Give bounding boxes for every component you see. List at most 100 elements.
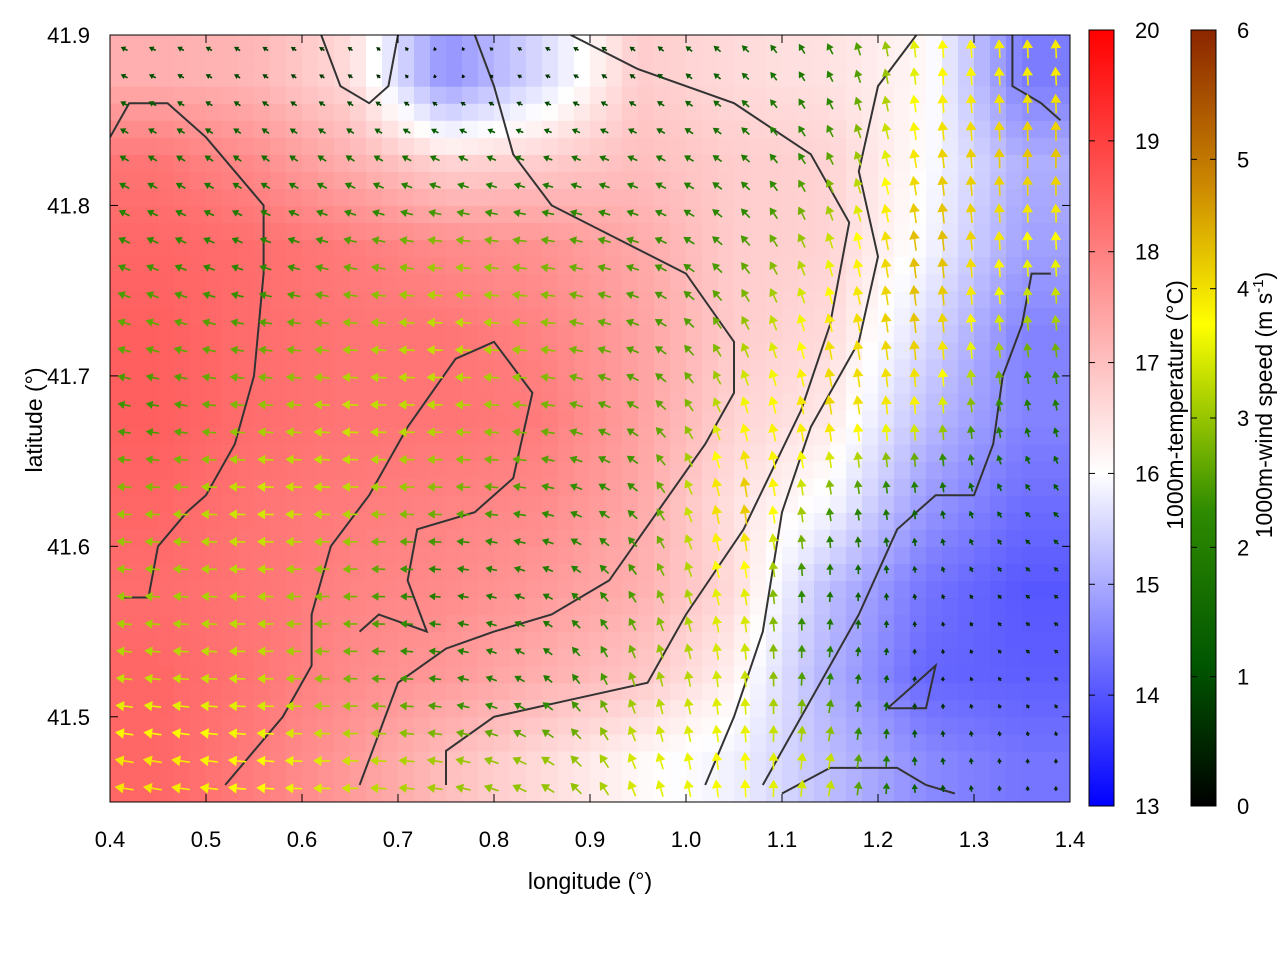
wind-arrow-shaft [828,651,831,658]
wind-arrow-shaft [688,294,695,301]
temperature-cell [238,256,255,275]
wind-arrow-shaft [434,677,442,681]
temperature-cell [894,86,911,104]
wind-arrow-shaft [857,487,861,495]
wind-arrow-shaft [772,596,776,605]
wind-arrow-shaft [603,678,608,686]
temperature-cell [126,495,143,513]
wind-arrow-head [232,155,240,162]
wind-arrow-head [740,779,751,789]
temperature-cell [526,273,543,292]
wind-arrow-shaft [631,787,637,797]
temperature-cell [414,69,431,87]
temperature-cell [750,716,767,735]
wind-arrow-shaft [914,542,917,547]
temperature-cell [878,222,895,241]
wind-arrow-head [542,565,550,573]
wind-arrow-head [200,591,209,602]
temperature-cell [206,205,223,224]
temperature-cell [174,324,191,343]
wind-arrow-head [997,758,1002,763]
temperature-cell [1054,273,1070,292]
temperature-cell [382,256,399,275]
wind-arrow-head [145,455,153,464]
temperature-cell [862,35,879,53]
wind-arrow-head [314,290,323,300]
wind-arrow-head [342,619,351,629]
wind-arrow-head [400,619,407,628]
wind-arrow-head [428,620,436,628]
temperature-cell [926,392,943,411]
wind-arrow-head [426,454,435,465]
temperature-cell [974,120,991,138]
temperature-cell [446,120,463,138]
wind-arrow-shaft [180,212,187,217]
wind-arrow-head [683,182,692,190]
temperature-cell [782,648,799,667]
temperature-cell [686,784,703,802]
temperature-cell [1022,341,1039,360]
wind-arrow-shaft [913,157,918,168]
temperature-cell [174,103,191,121]
temperature-cell [622,273,639,292]
temperature-cell [526,529,543,547]
wind-arrow-head [713,73,720,80]
temperature-cell [350,631,367,650]
wind-arrow-head [313,400,322,410]
temperature-cell [142,767,159,786]
temperature-cell [398,239,415,258]
temperature-cell [910,716,927,735]
temperature-cell [798,273,815,292]
temperature-cell [606,580,623,599]
temperature-cell [718,784,735,802]
temperature-cell [1054,478,1070,496]
temperature-cell [254,358,271,377]
temperature-cell [814,239,831,258]
wind-arrow-shaft [237,185,243,190]
wind-arrow-head [426,372,435,383]
temperature-cell [638,461,655,479]
temperature-cell [302,307,319,326]
wind-arrow-shaft [208,321,216,326]
temperature-cell [238,222,255,241]
wind-arrow-head [204,155,212,162]
wind-arrow-head [912,648,917,653]
temperature-cell [942,444,959,462]
temperature-cell [1038,154,1055,172]
temperature-cell [526,767,543,786]
temperature-cell [558,478,575,496]
temperature-cell [782,699,799,718]
wind-arrow-shaft [745,103,750,108]
wind-arrow-shaft [124,75,128,79]
temperature-cell [878,188,895,207]
wind-arrow-head [259,237,268,245]
wind-arrow-shaft [463,705,470,709]
wind-arrow-head [457,620,465,628]
temperature-cell [462,86,479,104]
wind-arrow-shaft [209,130,214,134]
wind-arrow-shaft [829,267,834,277]
temperature-cell [238,784,255,802]
wind-arrow-head [824,313,836,324]
temperature-cell [654,35,671,53]
temperature-cell [270,239,287,258]
wind-arrow-shaft [829,459,833,469]
temperature-cell [638,154,655,172]
temperature-cell [862,290,879,309]
temperature-cell [350,69,367,87]
temperature-cell [830,120,847,138]
wind-arrow-shaft [547,349,556,352]
wind-arrow-shaft [406,103,410,106]
temperature-cell [910,597,927,616]
wind-arrow-shaft [800,569,804,577]
temperature-cell [1022,137,1039,155]
temperature-cell [638,784,655,802]
wind-arrow-shaft [237,130,242,135]
temperature-cell [894,409,911,428]
wind-arrow-head [1051,370,1060,379]
temperature-cell [270,716,287,735]
wind-arrow-head [1025,455,1031,462]
wind-arrow-head [1054,731,1059,736]
temperature-cell [862,409,879,428]
temperature-cell [510,461,527,479]
